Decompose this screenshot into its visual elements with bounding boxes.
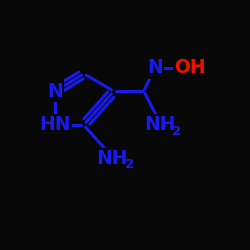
Text: 2: 2 — [172, 125, 181, 138]
Text: 2: 2 — [125, 158, 134, 172]
Text: N: N — [47, 82, 63, 101]
Text: HN: HN — [39, 116, 71, 134]
Text: NH: NH — [97, 149, 128, 168]
Text: N: N — [147, 58, 163, 77]
Text: NH: NH — [144, 116, 176, 134]
Text: OH: OH — [174, 58, 206, 77]
